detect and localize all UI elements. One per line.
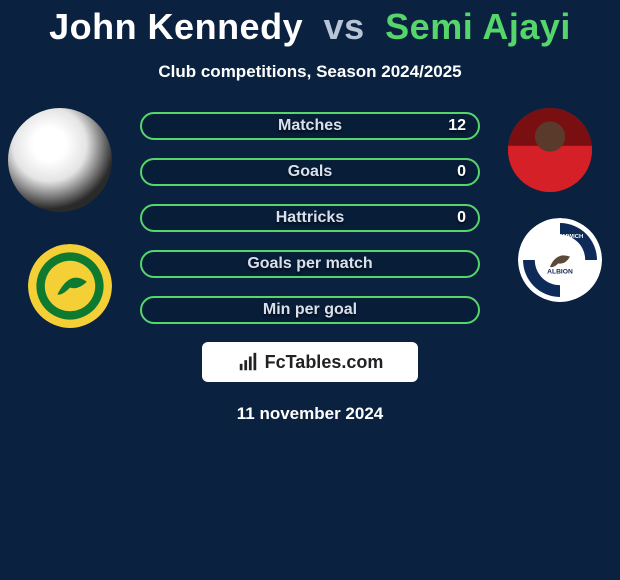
stat-bar: Goals per match (140, 250, 480, 278)
stat-label: Goals per match (247, 255, 372, 272)
stat-bar: Min per goal (140, 296, 480, 324)
player2-avatar (508, 108, 592, 192)
stat-label: Min per goal (263, 301, 357, 318)
stat-bar: Matches 12 (140, 112, 480, 140)
subtitle: Club competitions, Season 2024/2025 (0, 62, 620, 82)
stat-bar: Hattricks 0 (140, 204, 480, 232)
stat-label: Matches (278, 117, 342, 134)
stat-value-right: 0 (457, 160, 466, 184)
branding-badge: FcTables.com (202, 342, 418, 382)
chart-icon (237, 351, 259, 373)
player2-avatar-art (508, 108, 592, 192)
date-label: 11 november 2024 (0, 404, 620, 424)
stat-bars: Matches 12 Goals 0 Hattricks 0 Goals per… (140, 112, 480, 324)
stat-value-right: 0 (457, 206, 466, 230)
player1-name: John Kennedy (49, 6, 303, 47)
player2-name: Semi Ajayi (385, 6, 571, 47)
page-title: John Kennedy vs Semi Ajayi (0, 6, 620, 48)
comparison-panel: EST BROMWICH ALBION Matches 12 Goals 0 H… (0, 112, 620, 424)
vs-label: vs (324, 6, 365, 47)
svg-text:ALBION: ALBION (547, 268, 573, 275)
player1-club-crest (28, 244, 112, 328)
stat-value-right: 12 (448, 114, 466, 138)
player2-club-crest: EST BROMWICH ALBION (518, 218, 602, 302)
branding-text: FcTables.com (265, 352, 384, 373)
svg-text:EST BROMWICH: EST BROMWICH (537, 234, 584, 240)
stat-bar: Goals 0 (140, 158, 480, 186)
header: John Kennedy vs Semi Ajayi Club competit… (0, 0, 620, 82)
stat-label: Goals (288, 163, 332, 180)
player1-avatar (8, 108, 112, 212)
stat-label: Hattricks (276, 209, 344, 226)
